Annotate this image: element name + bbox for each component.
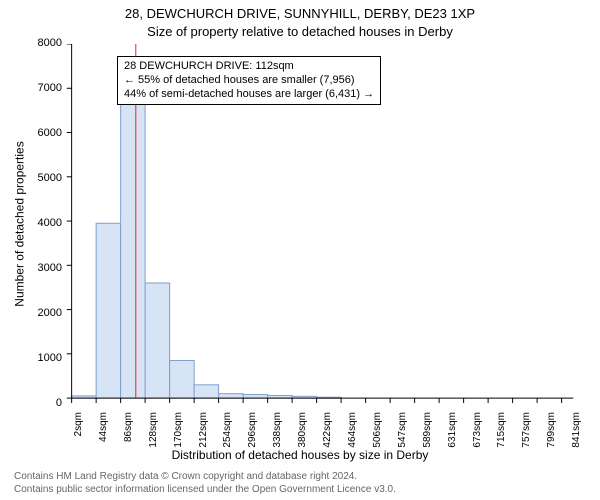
footer-attribution: Contains HM Land Registry data © Crown c… bbox=[14, 471, 396, 496]
y-tick-label: 4000 bbox=[0, 217, 62, 229]
y-tick-label: 6000 bbox=[0, 127, 62, 139]
y-tick-label: 3000 bbox=[0, 262, 62, 274]
footer-line2: Contains public sector information licen… bbox=[14, 484, 396, 497]
y-tick-label: 8000 bbox=[0, 37, 62, 49]
chart-title-line1: 28, DEWCHURCH DRIVE, SUNNYHILL, DERBY, D… bbox=[0, 6, 600, 21]
histogram-bar bbox=[170, 360, 195, 398]
histogram-bar bbox=[219, 394, 244, 398]
callout-line3: 44% of semi-detached houses are larger (… bbox=[124, 88, 374, 102]
chart-title-line2: Size of property relative to detached ho… bbox=[0, 24, 600, 39]
callout-box: 28 DEWCHURCH DRIVE: 112sqm ← 55% of deta… bbox=[117, 56, 381, 105]
y-tick-label: 2000 bbox=[0, 307, 62, 319]
y-tick-label: 5000 bbox=[0, 172, 62, 184]
histogram-bar bbox=[96, 223, 121, 398]
y-tick-label: 0 bbox=[0, 397, 62, 409]
histogram-bar bbox=[243, 395, 268, 399]
callout-line1: 28 DEWCHURCH DRIVE: 112sqm bbox=[124, 60, 374, 74]
callout-line2: ← 55% of detached houses are smaller (7,… bbox=[124, 74, 374, 88]
footer-line1: Contains HM Land Registry data © Crown c… bbox=[14, 471, 396, 484]
x-axis-label: Distribution of detached houses by size … bbox=[0, 448, 600, 462]
y-tick-label: 1000 bbox=[0, 352, 62, 364]
histogram-bar bbox=[145, 283, 170, 398]
y-tick-label: 7000 bbox=[0, 82, 62, 94]
histogram-bar bbox=[194, 385, 219, 398]
histogram-bar bbox=[121, 99, 146, 398]
